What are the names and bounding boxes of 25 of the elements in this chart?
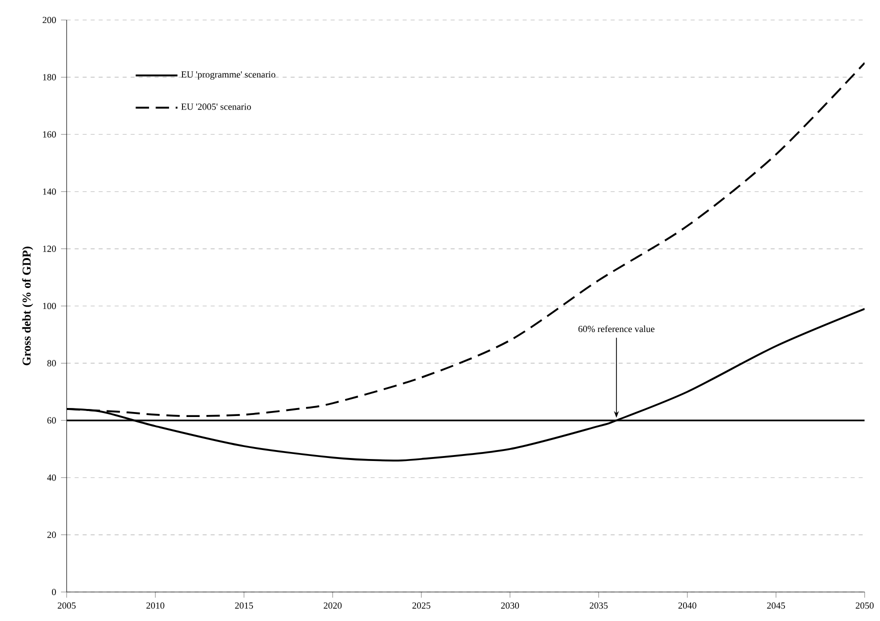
- y-axis-title: Gross debt (% of GDP): [22, 246, 34, 366]
- legend-label: EU 'programme' scenario: [181, 71, 276, 80]
- x-tick-label: 2015: [235, 602, 253, 609]
- x-tick-label: 2010: [146, 602, 164, 609]
- x-tick-label: 2005: [58, 602, 76, 609]
- y-tick-label: 140: [43, 188, 56, 195]
- y-tick-label: 0: [52, 588, 56, 596]
- x-tick-label: 2035: [590, 602, 608, 609]
- x-tick-label: 2025: [412, 602, 430, 609]
- x-tick-label: 2045: [767, 602, 785, 609]
- y-tick-label: 200: [42, 16, 56, 24]
- y-tick-label: 100: [43, 302, 56, 310]
- y-tick-label: 40: [47, 474, 56, 481]
- y-tick-label: 120: [43, 246, 56, 252]
- x-tick-label: 2030: [501, 602, 519, 609]
- x-tick-label: 2040: [678, 602, 696, 609]
- y-tick-label: 60: [47, 417, 56, 424]
- x-tick-label: 2020: [324, 602, 342, 609]
- x-tick-label: 2050: [856, 602, 874, 609]
- y-tick-label: 160: [43, 131, 56, 138]
- y-tick-label: 180: [43, 74, 56, 80]
- legend-label: EU '2005' scenario: [181, 104, 251, 110]
- y-tick-label: 20: [47, 532, 56, 538]
- annotation: 60% reference value: [578, 325, 654, 332]
- y-tick-label: 80: [47, 360, 56, 366]
